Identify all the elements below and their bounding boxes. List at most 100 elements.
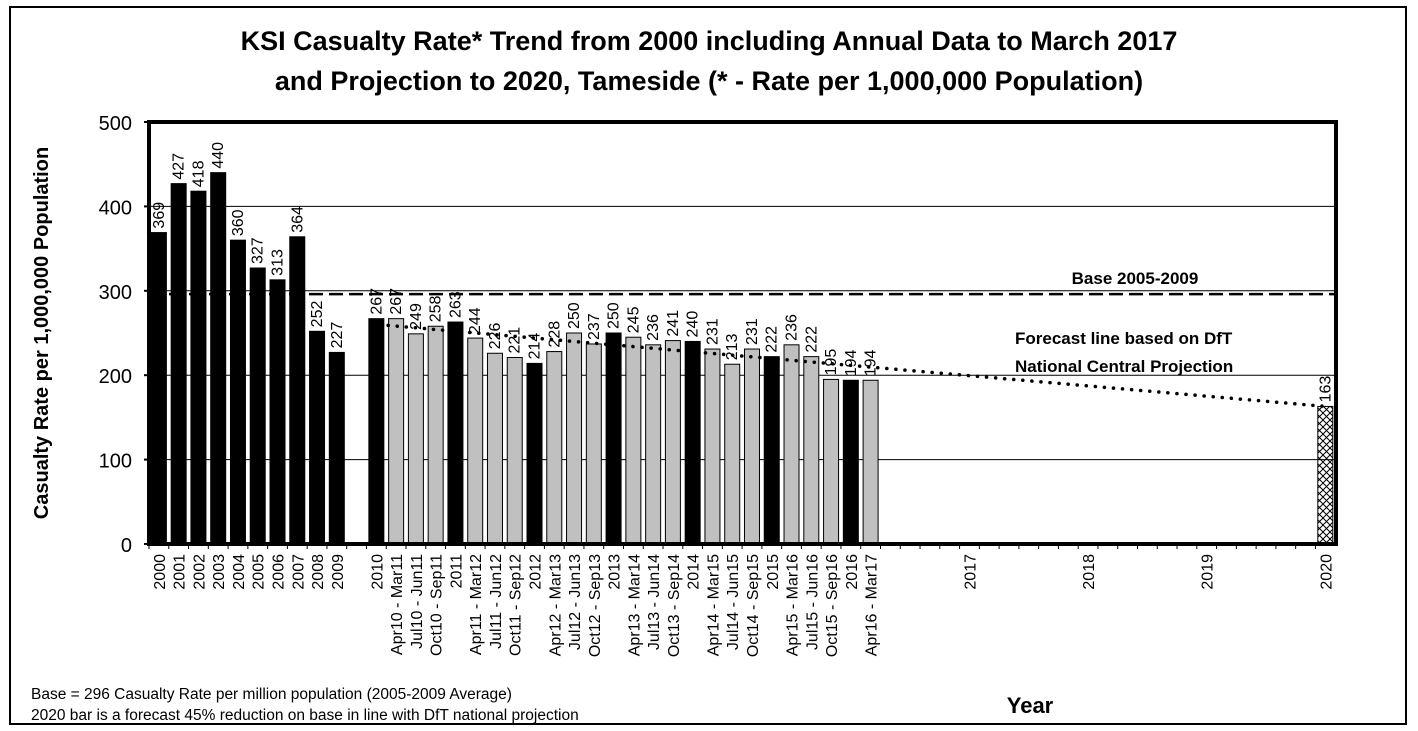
data-label: 267 — [388, 288, 405, 315]
reference-lines — [149, 292, 1336, 409]
data-label: 364 — [289, 206, 306, 233]
bar-2009 — [328, 351, 345, 545]
x-tick-label: Oct12 - Sep13 — [587, 554, 604, 657]
bar-2004 — [229, 239, 246, 545]
x-tick-label: 2015 — [765, 554, 782, 590]
bar-2008 — [309, 330, 326, 545]
bar-2015 — [763, 356, 780, 545]
bar-apr11-mar12 — [467, 337, 484, 545]
data-label: 427 — [171, 153, 188, 180]
x-tick-label: Apr15 - Mar16 — [785, 554, 802, 656]
x-tick-label: Jul12 - Jun13 — [567, 554, 584, 650]
data-label: 250 — [606, 302, 623, 329]
data-label: 214 — [527, 333, 544, 360]
bar-2002 — [190, 190, 207, 545]
data-label: 263 — [447, 291, 464, 318]
bar-2013 — [605, 332, 622, 545]
data-label: 194 — [863, 349, 880, 376]
bar-oct13-sep14 — [664, 340, 681, 545]
x-tick-label: Apr11 - Mar12 — [468, 554, 485, 655]
x-tick-label: Oct10 - Sep11 — [429, 554, 446, 656]
bar-2011 — [447, 321, 464, 545]
data-label: 245 — [625, 306, 642, 333]
data-label: 227 — [329, 322, 346, 349]
x-tick-label: Oct14 - Sep15 — [745, 554, 762, 657]
y-tick-label: 200 — [99, 366, 132, 388]
x-tick-label: Jul10 - Jun11 — [409, 554, 426, 649]
data-label: 360 — [230, 209, 247, 236]
data-label: 369 — [151, 202, 168, 229]
data-label: 231 — [704, 318, 721, 345]
bar-2007 — [289, 236, 306, 545]
axes: 0 100 200 300 400 500 2000 2001 2002 2003 2004 2005… — [99, 113, 1338, 657]
bar-oct10-sep11 — [427, 325, 444, 545]
bar-2020 — [1317, 405, 1334, 545]
data-label: 236 — [645, 314, 662, 341]
bar-2001 — [170, 183, 187, 545]
x-tick-label: 2002 — [191, 554, 208, 590]
bar-oct14-sep15 — [743, 348, 760, 545]
bar-oct15-sep16 — [823, 378, 840, 545]
data-label: 213 — [724, 333, 741, 360]
x-tick-label: 2010 — [369, 554, 386, 590]
y-tick-label: 500 — [99, 113, 132, 135]
bar-jul10-jun11 — [407, 333, 424, 545]
bar-2016 — [842, 379, 859, 545]
data-label: 249 — [408, 303, 425, 330]
data-label: 267 — [368, 288, 385, 315]
bar-apr14-mar15 — [704, 348, 721, 545]
x-tick-label: 2000 — [152, 554, 169, 590]
forecast-line-label-1: Forecast line based on DfT — [1015, 329, 1233, 348]
data-label: 244 — [467, 307, 484, 334]
x-tick-label: Jul14 - Jun15 — [725, 554, 742, 650]
bars — [150, 172, 1334, 545]
bar-apr12-mar13 — [546, 351, 563, 545]
x-tick-label: 2003 — [211, 554, 228, 590]
bar-apr10-mar11 — [388, 318, 405, 545]
y-tick-label: 100 — [99, 451, 132, 473]
data-label: 226 — [487, 322, 504, 349]
data-label: 222 — [764, 326, 781, 353]
x-tick-label: 2018 — [1081, 554, 1098, 590]
x-tick-label: 2019 — [1200, 554, 1217, 590]
data-label: 440 — [210, 142, 227, 169]
forecast-line-label-2: National Central Projection — [1015, 357, 1233, 376]
bar-apr15-mar16 — [783, 344, 800, 545]
bar-jul11-jun12 — [486, 352, 503, 545]
x-tick-label: Apr14 - Mar15 — [705, 554, 722, 656]
x-tick-label: Apr10 - Mar11 — [389, 554, 406, 655]
x-tick-label: Oct13 - Sep14 — [666, 554, 683, 657]
y-axis-label: Casualty Rate per 1,000,000 Population — [31, 147, 53, 519]
data-label: 221 — [507, 327, 524, 354]
x-tick-label: Oct11 - Sep12 — [508, 554, 525, 656]
x-tick-label: 2004 — [231, 554, 248, 590]
bar-2003 — [210, 172, 227, 545]
bar-jul12-jun13 — [566, 332, 583, 545]
data-label: 258 — [428, 295, 445, 322]
x-tick-label: 2012 — [528, 554, 545, 590]
bar-jul13-jun14 — [645, 344, 662, 545]
bar-2010 — [368, 318, 385, 545]
x-tick-label: 2013 — [607, 554, 624, 590]
x-tick-label: 2016 — [844, 554, 861, 590]
y-tick-label: 0 — [121, 535, 132, 557]
plot-border — [147, 120, 1338, 546]
data-label: 313 — [270, 249, 287, 276]
data-label: 237 — [586, 313, 603, 340]
data-label: 250 — [566, 302, 583, 329]
chart-frame — [9, 6, 1407, 725]
x-axis-label: Year — [1007, 693, 1054, 718]
x-tick-label: Jul11 - Jun12 — [488, 554, 505, 649]
data-label: 222 — [803, 326, 820, 353]
x-tick-label: 2011 — [448, 554, 465, 589]
chart-title-line-1: KSI Casualty Rate* Trend from 2000 inclu… — [240, 26, 1178, 56]
x-tick-label: Apr16 - Mar17 — [864, 554, 881, 656]
bar-apr16-mar17 — [862, 379, 879, 545]
x-tick-label: Apr13 - Mar14 — [626, 554, 643, 656]
y-tick-label: 300 — [99, 282, 132, 304]
data-label: 252 — [309, 301, 326, 328]
x-tick-label: 2020 — [1318, 554, 1335, 590]
chart-title-line-2: and Projection to 2020, Tameside (* - Ra… — [274, 66, 1144, 96]
base-line-label: Base 2005-2009 — [1072, 269, 1199, 288]
